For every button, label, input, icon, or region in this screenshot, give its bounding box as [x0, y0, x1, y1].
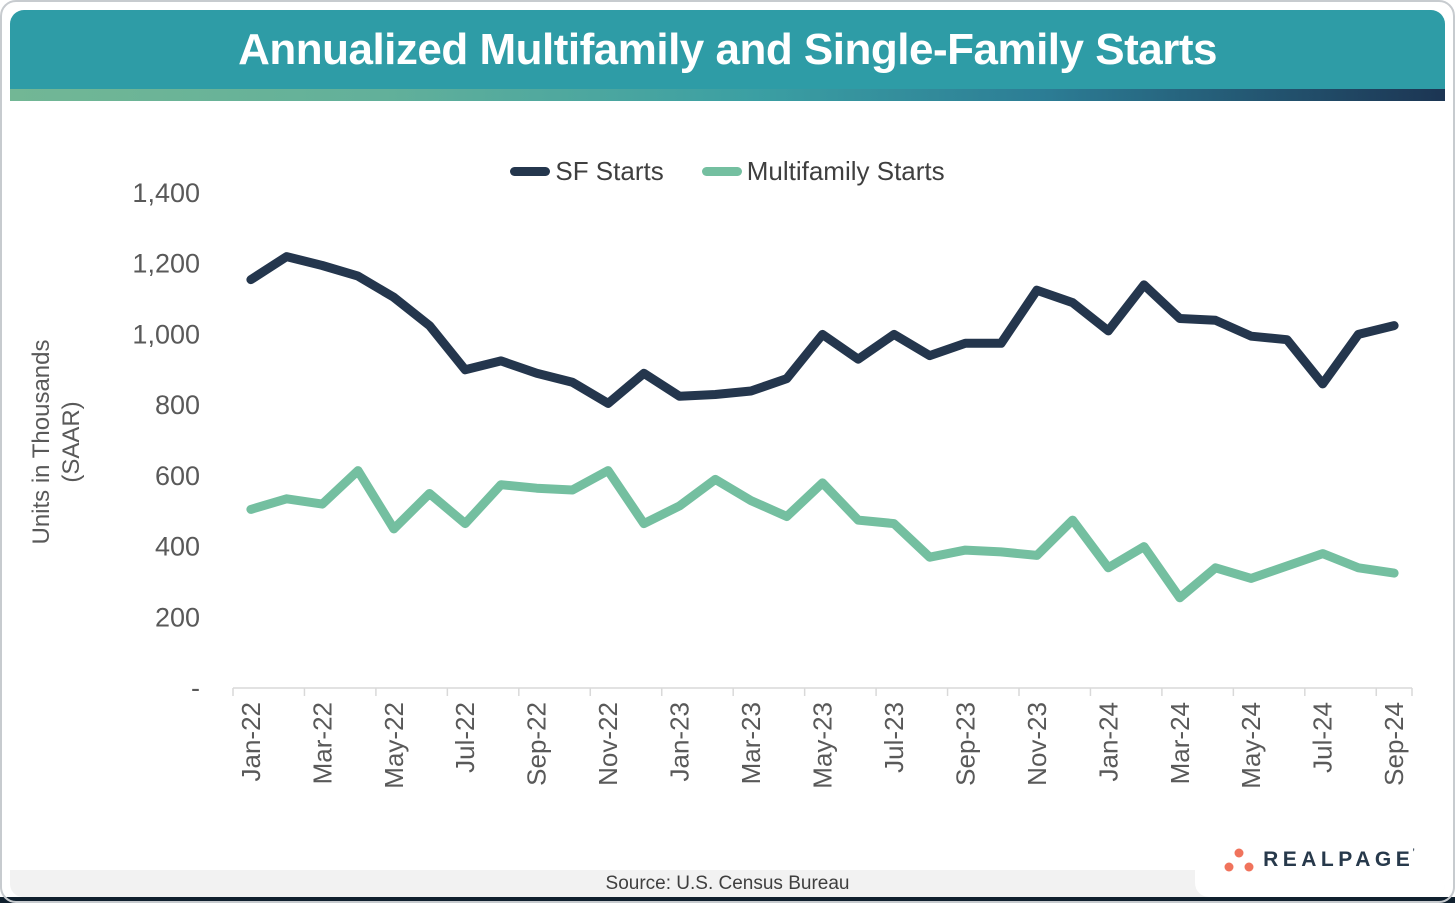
legend-item-multifamily-starts: Multifamily Starts [701, 155, 945, 187]
x-tick-label: Sep-22 [522, 702, 552, 786]
x-tick-label: Jan-22 [236, 702, 266, 782]
legend-label-sf-starts: SF Starts [555, 155, 664, 186]
x-tick-label: Jul-23 [879, 702, 909, 773]
y-axis-labels: 1,400 1,200 1,000 800 600 400 200 - [132, 178, 200, 703]
multifamily-starts-line-swatch [701, 166, 742, 176]
x-tick-label: Nov-22 [593, 702, 623, 786]
y-tick-label: 800 [155, 390, 200, 420]
y-tick-label: 600 [155, 461, 200, 491]
x-axis-labels: Jan-22 Mar-22 May-22 Jul-22 Sep-22 Nov-22 Jan-… [236, 702, 1409, 789]
y-tick-label: 200 [155, 602, 200, 632]
x-tick-label: Mar-24 [1165, 702, 1195, 784]
x-tick-label: Sep-23 [950, 702, 980, 786]
multifamily-starts-line [246, 466, 1399, 603]
source-text: Source: U.S. Census Bureau [605, 872, 850, 894]
legend-label-multifamily-starts: Multifamily Starts [746, 155, 945, 186]
x-tick-label: May-24 [1236, 702, 1266, 789]
chart-title-bar: Annualized Multifamily and Single-Family… [10, 10, 1445, 89]
x-tick-label: Mar-22 [307, 702, 337, 784]
x-tick-label: Jan-23 [665, 702, 695, 782]
x-tick-label: Jul-22 [450, 702, 480, 773]
x-tick-label: Jul-24 [1308, 702, 1338, 773]
x-tick-label: May-22 [379, 702, 409, 789]
sf-starts-line-swatch [510, 166, 551, 176]
realpage-logo-panel: REALPAGE ’ [1195, 823, 1445, 897]
x-tick-label: Sep-24 [1379, 702, 1409, 786]
realpage-trademark-icon: ’ [1412, 846, 1415, 860]
x-tick-label: May-23 [808, 702, 838, 789]
sf-starts-line [246, 252, 1399, 408]
bottom-accent-bar [0, 897, 1455, 903]
x-tick-label: Jan-24 [1093, 702, 1123, 782]
y-tick-label: 400 [155, 532, 200, 562]
header-gradient-strip [10, 89, 1445, 101]
y-tick-label: 1,000 [132, 319, 200, 349]
y-tick-label: - [191, 673, 200, 703]
legend-item-sf-starts: SF Starts [510, 155, 664, 187]
x-tick-label: Mar-23 [736, 702, 766, 784]
realpage-logo-text: REALPAGE [1263, 848, 1415, 871]
realpage-dots-icon [1224, 848, 1254, 872]
x-tick-label: Nov-23 [1022, 702, 1052, 786]
chart-title: Annualized Multifamily and Single-Family… [238, 24, 1217, 74]
y-tick-label: 1,200 [132, 249, 200, 279]
y-tick-label: 1,400 [132, 178, 200, 208]
legend: SF Starts Multifamily Starts [0, 155, 1455, 187]
x-axis [232, 687, 1413, 696]
